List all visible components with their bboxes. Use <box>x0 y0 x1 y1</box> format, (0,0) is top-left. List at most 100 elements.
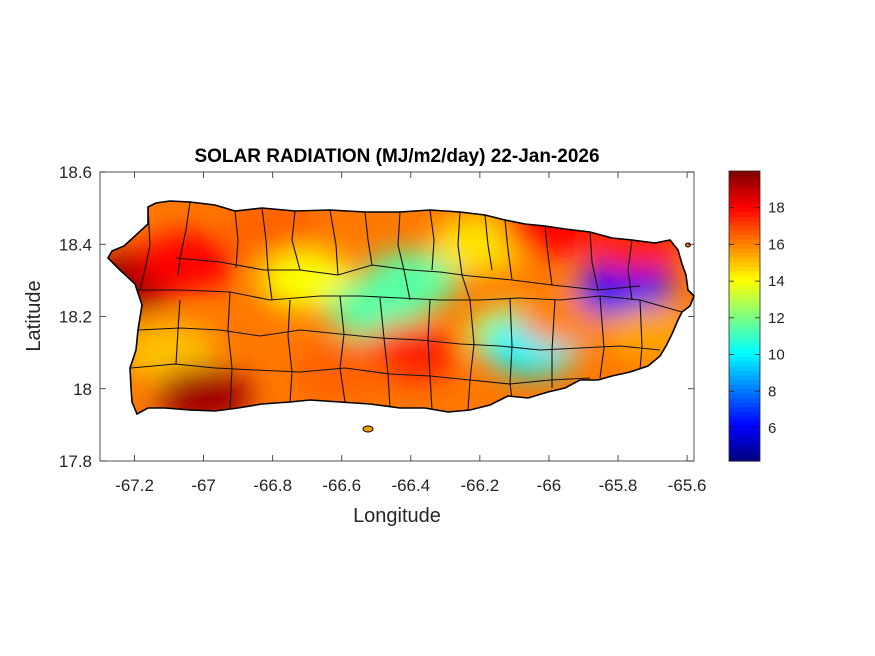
colorbar-band <box>729 383 760 390</box>
colorbar-band <box>729 248 760 254</box>
colorbar-band <box>729 270 760 276</box>
colorbar-band <box>729 325 760 331</box>
colorbar-band <box>729 447 760 453</box>
colorbar-band <box>729 356 760 362</box>
x-tick-label: -67 <box>191 476 216 495</box>
x-tick-label: -66.2 <box>461 476 500 495</box>
x-tick-label: -66 <box>537 476 562 495</box>
colorbar-band <box>729 198 760 204</box>
map-title: SOLAR RADIATION (MJ/m2/day) 22-Jan-2026 <box>194 146 599 167</box>
y-tick-label: 18.2 <box>59 308 92 327</box>
colorbar-band <box>729 406 760 412</box>
colorbar-band <box>729 288 760 294</box>
colorbar-band <box>729 433 760 439</box>
municipality-boundaries <box>130 201 683 411</box>
colorbar-band <box>729 338 760 344</box>
y-tick-label: 17.8 <box>59 452 92 471</box>
colorbar-band <box>729 238 760 245</box>
colorbar-band <box>729 243 760 249</box>
colorbar-band <box>729 393 760 399</box>
colorbar-band <box>729 302 760 308</box>
colorbar-tick-label: 10 <box>768 347 785 364</box>
colorbar-band <box>729 420 760 426</box>
radiation-cell <box>293 340 390 401</box>
colorbar-band <box>729 261 760 267</box>
colorbar-band <box>729 438 760 444</box>
colorbar-band <box>729 316 760 322</box>
colorbar-band <box>729 180 760 186</box>
y-axis: 17.8 18 18.2 18.4 18.6 <box>59 163 694 471</box>
radiation-cell <box>362 250 459 311</box>
colorbar-band <box>729 451 760 458</box>
colorbar-band <box>729 234 760 240</box>
colorbar-band <box>729 442 760 449</box>
colorbar-band <box>729 297 760 304</box>
x-tick-label: -66.4 <box>391 476 430 495</box>
colorbar-band <box>729 352 760 358</box>
x-axis-label: Longitude <box>353 505 441 527</box>
colorbar-tick-label: 6 <box>768 420 776 437</box>
colorbar-band <box>729 388 760 394</box>
colorbar-tick-label: 12 <box>768 310 785 327</box>
colorbar-band <box>729 411 760 417</box>
x-tick-label: -67.2 <box>115 476 154 495</box>
colorbar-band <box>729 284 760 290</box>
colorbar-band <box>729 216 760 222</box>
colorbar-band <box>729 361 760 367</box>
colorbar-band <box>729 189 760 195</box>
x-tick-label: -66.6 <box>322 476 361 495</box>
colorbar-band <box>729 257 760 263</box>
colorbar-band <box>729 266 760 272</box>
colorbar-band <box>729 374 760 381</box>
colorbar-band <box>729 397 760 403</box>
small-island <box>685 242 691 248</box>
colorbar-band <box>729 275 760 281</box>
colorbar-band <box>729 311 760 317</box>
colorbar-band <box>729 424 760 430</box>
x-axis: -67.2 -67 -66.8 -66.6 -66.4 -66.2 -66 -65.8 -65.… <box>115 172 706 495</box>
x-tick-label: -66.8 <box>253 476 292 495</box>
x-tick-label: -65.8 <box>599 476 638 495</box>
small-island <box>362 425 374 433</box>
colorbar-band <box>729 175 760 181</box>
radiation-cell <box>138 232 235 293</box>
colorbar: 6 8 10 12 14 16 18 <box>728 170 785 462</box>
colorbar-band <box>729 225 760 231</box>
radiation-cell <box>259 250 356 311</box>
colorbar-tick-label: 16 <box>768 236 785 253</box>
colorbar-band <box>729 379 760 385</box>
colorbar-band <box>729 456 760 462</box>
colorbar-band <box>729 306 760 313</box>
colorbar-band <box>729 220 760 226</box>
colorbar-band <box>729 211 760 217</box>
colorbar-band <box>729 402 760 408</box>
island-outline <box>107 200 695 416</box>
colorbar-band <box>729 334 760 340</box>
y-tick-label: 18.6 <box>59 163 92 182</box>
colorbar-band <box>729 293 760 299</box>
y-axis-label: Latitude <box>23 280 45 351</box>
colorbar-band <box>729 207 760 213</box>
colorbar-band <box>729 171 760 177</box>
y-tick-label: 18 <box>73 380 92 399</box>
x-tick-label: -65.6 <box>668 476 707 495</box>
colorbar-band <box>729 343 760 349</box>
colorbar-band <box>729 320 760 326</box>
y-tick-label: 18.4 <box>59 235 92 254</box>
colorbar-band <box>729 279 760 285</box>
colorbar-band <box>729 365 760 371</box>
colorbar-band <box>729 202 760 208</box>
colorbar-band <box>729 415 760 421</box>
colorbar-tick-label: 18 <box>768 200 785 217</box>
colorbar-tick-label: 8 <box>768 383 776 400</box>
colorbar-band <box>729 252 760 258</box>
colorbar-band <box>729 229 760 236</box>
colorbar-frame <box>728 170 761 462</box>
colorbar-band <box>729 370 760 376</box>
colorbar-band <box>729 184 760 190</box>
colorbar-band <box>729 193 760 199</box>
colorbar-band <box>729 347 760 353</box>
colorbar-tick-label: 14 <box>768 273 785 290</box>
colorbar-band <box>729 329 760 335</box>
